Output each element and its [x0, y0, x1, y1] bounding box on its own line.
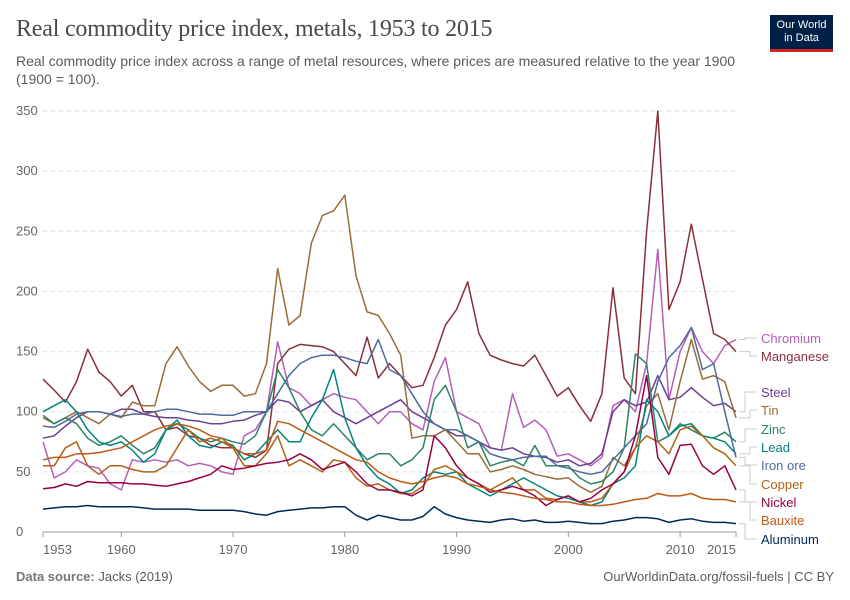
- legend-label: Nickel: [761, 495, 797, 510]
- y-tick-label: 0: [16, 524, 23, 539]
- y-tick-label: 300: [16, 163, 38, 178]
- series-line-steel: [42, 374, 737, 467]
- y-tick-label: 350: [16, 103, 38, 118]
- y-tick-label: 150: [16, 344, 38, 359]
- legend-connector: [739, 501, 757, 521]
- series-line-iron-ore: [42, 326, 737, 476]
- legend-label: Aluminum: [761, 532, 819, 547]
- owid-logo[interactable]: Our World in Data: [770, 15, 833, 52]
- legend-label: Tin: [761, 403, 779, 418]
- legend-connector: [739, 409, 757, 419]
- x-tick-label: 1980: [330, 542, 359, 557]
- legend-label: Manganese: [761, 349, 829, 364]
- chart-subtitle: Real commodity price index across a rang…: [16, 53, 736, 87]
- legend-label: Zinc: [761, 422, 786, 437]
- x-tick-label: 2000: [554, 542, 583, 557]
- chart-title: Real commodity price index, metals, 1953…: [16, 16, 493, 42]
- legend-connector: [739, 428, 757, 443]
- legend-label: Chromium: [761, 331, 821, 346]
- series-line-nickel: [42, 374, 737, 507]
- legend-label: Copper: [761, 477, 804, 492]
- legend-label: Iron ore: [761, 458, 806, 473]
- legend-connector: [739, 391, 757, 413]
- legend-connector: [739, 337, 757, 341]
- series-line-lead: [42, 368, 737, 507]
- series-line-manganese: [42, 110, 737, 459]
- y-tick-label: 200: [16, 283, 38, 298]
- x-tick-label: 2015: [707, 542, 736, 557]
- y-tick-label: 250: [16, 223, 38, 238]
- logo-line-1: Our World: [776, 19, 827, 31]
- series-line-tin: [42, 194, 737, 494]
- series-line-chromium: [42, 248, 737, 491]
- x-tick-label: 2010: [666, 542, 695, 557]
- data-source: Data source: Jacks (2019): [16, 569, 173, 584]
- legend-connector: [739, 456, 757, 466]
- x-tick-label: 1953: [43, 542, 72, 557]
- footer-link[interactable]: OurWorldinData.org/fossil-fuels | CC BY: [603, 569, 834, 584]
- legend-label: Lead: [761, 440, 790, 455]
- legend-connector: [739, 523, 757, 540]
- logo-line-2: in Data: [784, 32, 819, 44]
- source-label: Data source:: [16, 569, 95, 584]
- series-line-aluminum: [42, 504, 737, 525]
- legend-connector: [739, 351, 757, 357]
- legend-label: Bauxite: [761, 513, 804, 528]
- x-tick-label: 1960: [107, 542, 136, 557]
- legend-label: Steel: [761, 385, 791, 400]
- series-line-zinc: [42, 353, 737, 485]
- series-line-bauxite: [42, 420, 737, 507]
- y-tick-label: 100: [16, 404, 38, 419]
- x-tick-label: 1970: [219, 542, 248, 557]
- legend-connector: [739, 465, 757, 485]
- y-tick-label: 50: [16, 464, 30, 479]
- legend-connector: [739, 489, 757, 503]
- x-tick-label: 1990: [442, 542, 471, 557]
- legend-connector: [739, 446, 757, 455]
- source-text[interactable]: Jacks (2019): [98, 569, 173, 584]
